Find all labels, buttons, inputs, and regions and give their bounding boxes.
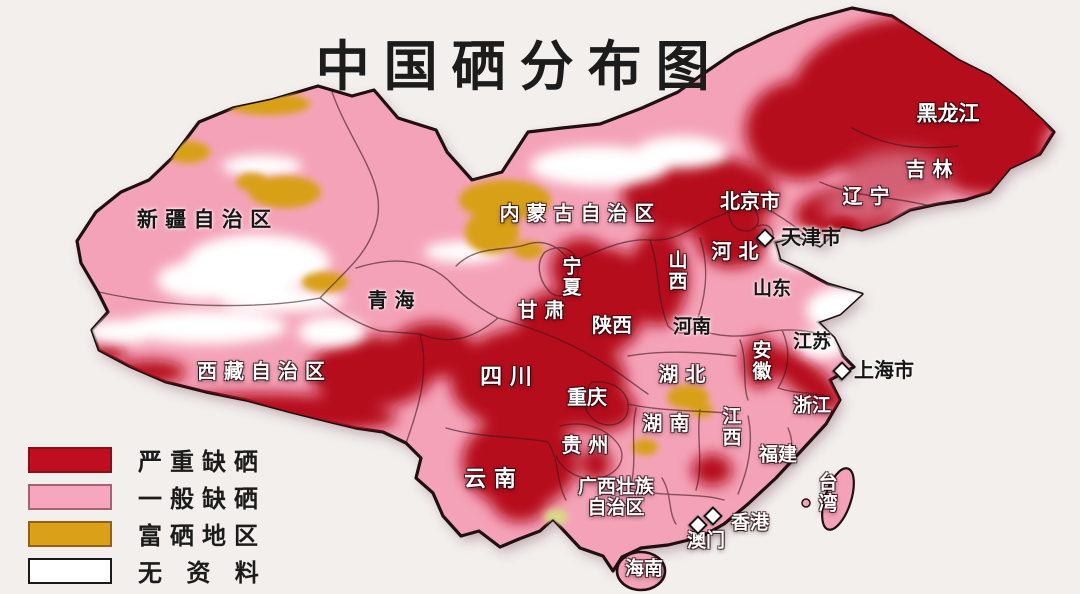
small-islet [801,498,811,508]
page-title: 中国硒分布图 [315,34,724,98]
severe-deficiency-layer [90,15,1054,522]
legend-label-general: 一般缺硒 [138,485,266,513]
legend-label-nodata: 无 资 料 [138,559,267,587]
legend-row-general: 一般缺硒 [28,483,267,513]
hainan-island [615,550,667,592]
legend-swatch-general [28,483,112,510]
severe-soft-layer [820,150,949,225]
legend-swatch-severe [28,446,112,473]
legend-swatch-nodata [28,557,112,584]
taiwan-island [821,467,855,531]
selenium-rich-layer [166,93,713,455]
legend-row-severe: 严重缺硒 [28,446,267,476]
legend-label-severe: 严重缺硒 [138,448,266,476]
pale-green-spot [544,509,568,525]
legend-swatch-rich [28,520,112,547]
legend: 严重缺硒一般缺硒富硒地区无 资 料 [28,446,267,594]
legend-row-nodata: 无 资 料 [28,557,267,587]
legend-row-rich: 富硒地区 [28,520,267,550]
province-borders [98,91,959,525]
legend-label-rich: 富硒地区 [138,522,266,550]
